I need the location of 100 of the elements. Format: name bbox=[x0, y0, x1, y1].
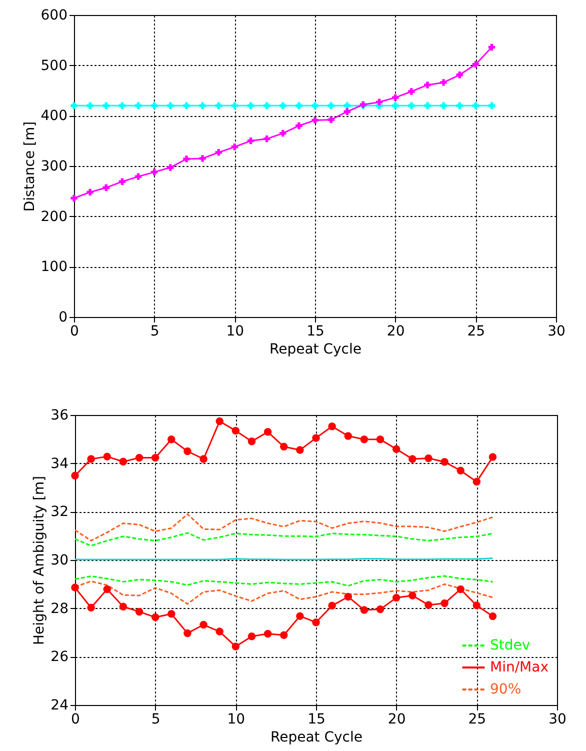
y-tick-label: 400 bbox=[40, 108, 68, 124]
point bbox=[119, 602, 128, 611]
y-tick-label: 30 bbox=[50, 552, 68, 568]
point bbox=[376, 98, 383, 106]
line-series bbox=[75, 532, 494, 546]
x-axis-title: Repeat Cycle bbox=[270, 342, 362, 358]
point bbox=[280, 130, 286, 137]
x-tick-label: 20 bbox=[386, 324, 405, 340]
point bbox=[440, 458, 448, 466]
point bbox=[87, 455, 95, 463]
point bbox=[424, 82, 431, 88]
point bbox=[280, 631, 288, 640]
point bbox=[87, 604, 95, 612]
point bbox=[102, 102, 110, 109]
x-tick-label: 0 bbox=[70, 324, 79, 340]
point bbox=[328, 102, 334, 109]
point bbox=[296, 102, 302, 109]
y-tick-label: 600 bbox=[40, 8, 68, 24]
point bbox=[200, 620, 208, 629]
point bbox=[392, 445, 400, 453]
point bbox=[296, 612, 304, 620]
x-tick-label: 30 bbox=[548, 712, 566, 728]
point bbox=[216, 417, 224, 426]
point bbox=[488, 453, 497, 461]
y-tick-label: 200 bbox=[40, 208, 68, 225]
point bbox=[232, 642, 240, 650]
point bbox=[247, 102, 254, 109]
line-series bbox=[75, 575, 494, 587]
legend-label: Min/Max bbox=[490, 660, 549, 676]
point bbox=[456, 102, 463, 109]
point bbox=[344, 108, 350, 115]
point bbox=[312, 116, 318, 124]
point bbox=[199, 102, 206, 109]
point bbox=[392, 594, 400, 602]
point bbox=[199, 155, 206, 162]
point bbox=[424, 102, 431, 109]
point bbox=[248, 437, 256, 446]
y-axis-title: Height of Ambiguity [m] bbox=[32, 476, 48, 646]
point bbox=[263, 135, 270, 142]
point bbox=[135, 454, 144, 462]
x-tick-label: 0 bbox=[71, 712, 80, 728]
point bbox=[312, 618, 320, 626]
point bbox=[150, 168, 158, 176]
point bbox=[456, 585, 464, 594]
point bbox=[232, 426, 240, 435]
point bbox=[167, 164, 174, 171]
x-tick-label: 20 bbox=[388, 712, 406, 728]
point bbox=[168, 610, 176, 618]
line-series bbox=[75, 513, 494, 542]
x-tick-label: 10 bbox=[226, 324, 244, 340]
point bbox=[103, 585, 112, 594]
point bbox=[183, 102, 190, 109]
point bbox=[472, 478, 481, 486]
point bbox=[102, 184, 110, 191]
y-tick-label: 32 bbox=[50, 504, 68, 520]
point bbox=[231, 144, 238, 150]
point bbox=[280, 442, 288, 451]
point bbox=[456, 72, 463, 78]
point bbox=[488, 102, 496, 109]
point bbox=[488, 612, 497, 620]
point bbox=[440, 599, 448, 608]
point bbox=[150, 102, 158, 109]
point bbox=[183, 156, 190, 162]
point bbox=[440, 102, 447, 109]
point bbox=[440, 79, 447, 86]
x-tick-label: 5 bbox=[151, 712, 160, 728]
point bbox=[312, 102, 318, 109]
point bbox=[184, 447, 192, 456]
point bbox=[376, 605, 384, 614]
point bbox=[408, 455, 416, 463]
legend-label: Stdev bbox=[490, 638, 530, 654]
x-tick-label: 30 bbox=[548, 324, 566, 340]
point bbox=[134, 102, 142, 109]
point bbox=[118, 102, 126, 109]
point bbox=[328, 116, 334, 124]
x-tick-label: 5 bbox=[150, 324, 160, 340]
y-tick-label: 26 bbox=[50, 649, 69, 666]
point bbox=[71, 472, 79, 480]
point bbox=[248, 632, 256, 640]
y-tick-label: 34 bbox=[50, 456, 69, 472]
point bbox=[392, 94, 399, 101]
y-axis-title: Distance [m] bbox=[22, 121, 38, 212]
point bbox=[456, 466, 464, 474]
point bbox=[119, 458, 128, 466]
x-tick-label: 15 bbox=[308, 712, 326, 728]
y-tick-label: 100 bbox=[40, 259, 68, 276]
x-tick-label: 10 bbox=[227, 712, 246, 728]
point bbox=[344, 592, 352, 601]
point bbox=[328, 422, 336, 430]
y-tick-label: 24 bbox=[50, 698, 69, 714]
point bbox=[215, 102, 222, 109]
point bbox=[408, 102, 415, 109]
y-tick-label: 300 bbox=[40, 158, 68, 174]
point bbox=[118, 178, 126, 185]
point bbox=[151, 454, 160, 462]
x-tick-label: 25 bbox=[468, 712, 486, 728]
point bbox=[488, 44, 496, 51]
point bbox=[216, 628, 224, 636]
point bbox=[328, 602, 336, 610]
y-tick-label: 36 bbox=[50, 408, 69, 424]
